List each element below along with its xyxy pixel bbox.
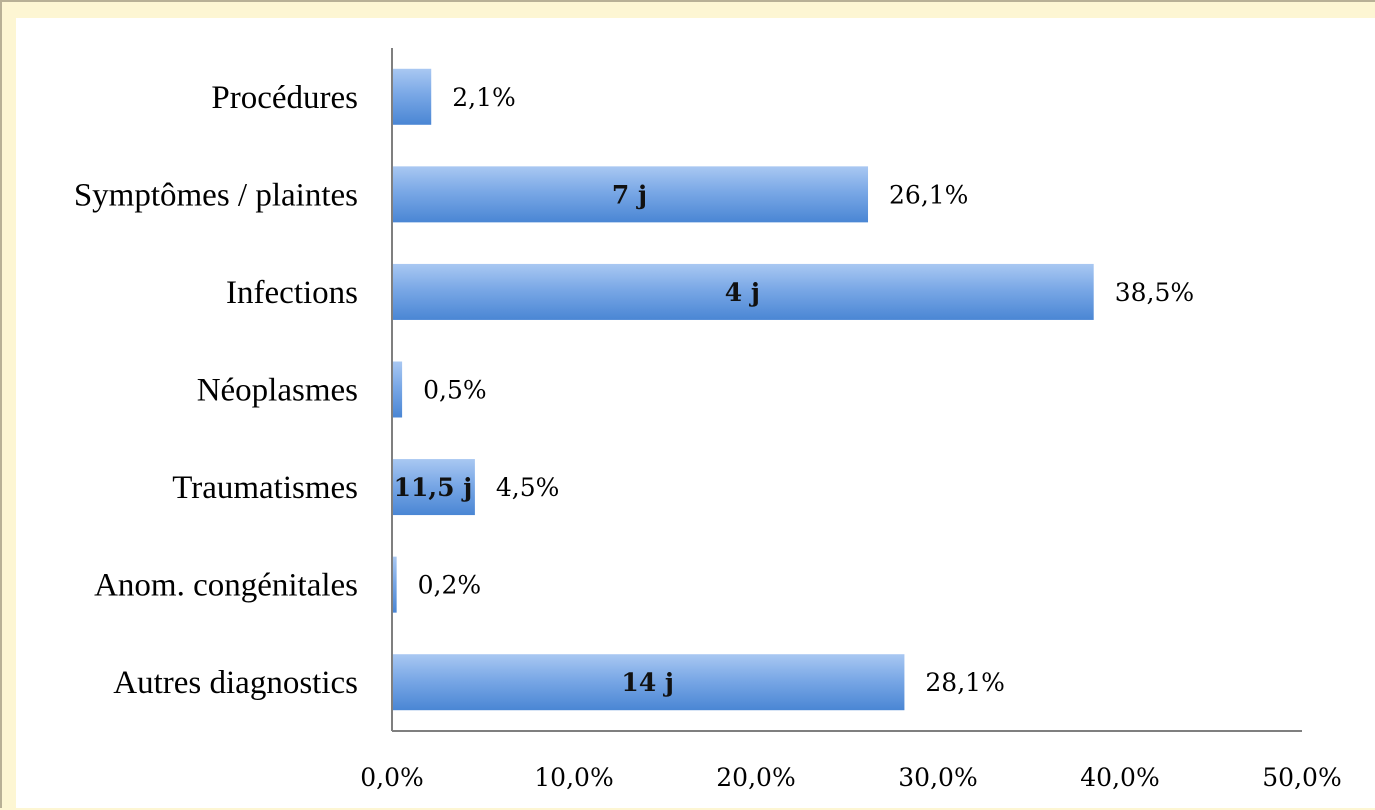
x-tick-label: 40,0%	[1080, 763, 1159, 792]
x-tick-label: 10,0%	[534, 763, 613, 792]
bars-group	[393, 68, 1094, 711]
value-label: 38,5%	[1115, 278, 1194, 307]
duration-label: 4 j	[725, 278, 760, 307]
category-label: Procédures	[211, 80, 358, 116]
category-label: Infections	[226, 275, 358, 311]
bar-1	[393, 166, 869, 223]
value-label: 26,1%	[889, 180, 968, 209]
labels-group: Procédures 2,1% Symptômes / plaintes 26,1% 7…	[74, 80, 1194, 701]
category-label: Néoplasmes	[197, 373, 358, 409]
duration-label: 11,5 j	[394, 473, 473, 502]
x-tick-label: 50,0%	[1262, 763, 1341, 792]
value-label: 28,1%	[925, 668, 1004, 697]
bar-2	[393, 263, 1094, 320]
category-label: Traumatismes	[172, 470, 358, 506]
bar-0	[393, 68, 432, 125]
duration-label: 7 j	[612, 180, 647, 209]
bar-3	[393, 361, 403, 418]
bar-6	[393, 654, 905, 711]
value-label: 4,5%	[496, 473, 560, 502]
value-label: 2,1%	[452, 83, 516, 112]
category-label: Symptômes / plaintes	[74, 177, 358, 213]
bar-5	[393, 556, 397, 613]
value-label: 0,2%	[418, 571, 482, 600]
bar-4	[393, 459, 475, 516]
x-tick-label: 0,0%	[360, 763, 424, 792]
category-label: Autres diagnostics	[113, 665, 358, 701]
x-tick-label: 20,0%	[716, 763, 795, 792]
value-label: 0,5%	[423, 376, 487, 405]
duration-label: 14 j	[621, 668, 674, 697]
x-tick-label: 30,0%	[898, 763, 977, 792]
x-ticks-group: 0,0% 10,0% 20,0% 30,0% 40,0% 50,0%	[360, 763, 1341, 792]
category-label: Anom. congénitales	[94, 568, 358, 604]
